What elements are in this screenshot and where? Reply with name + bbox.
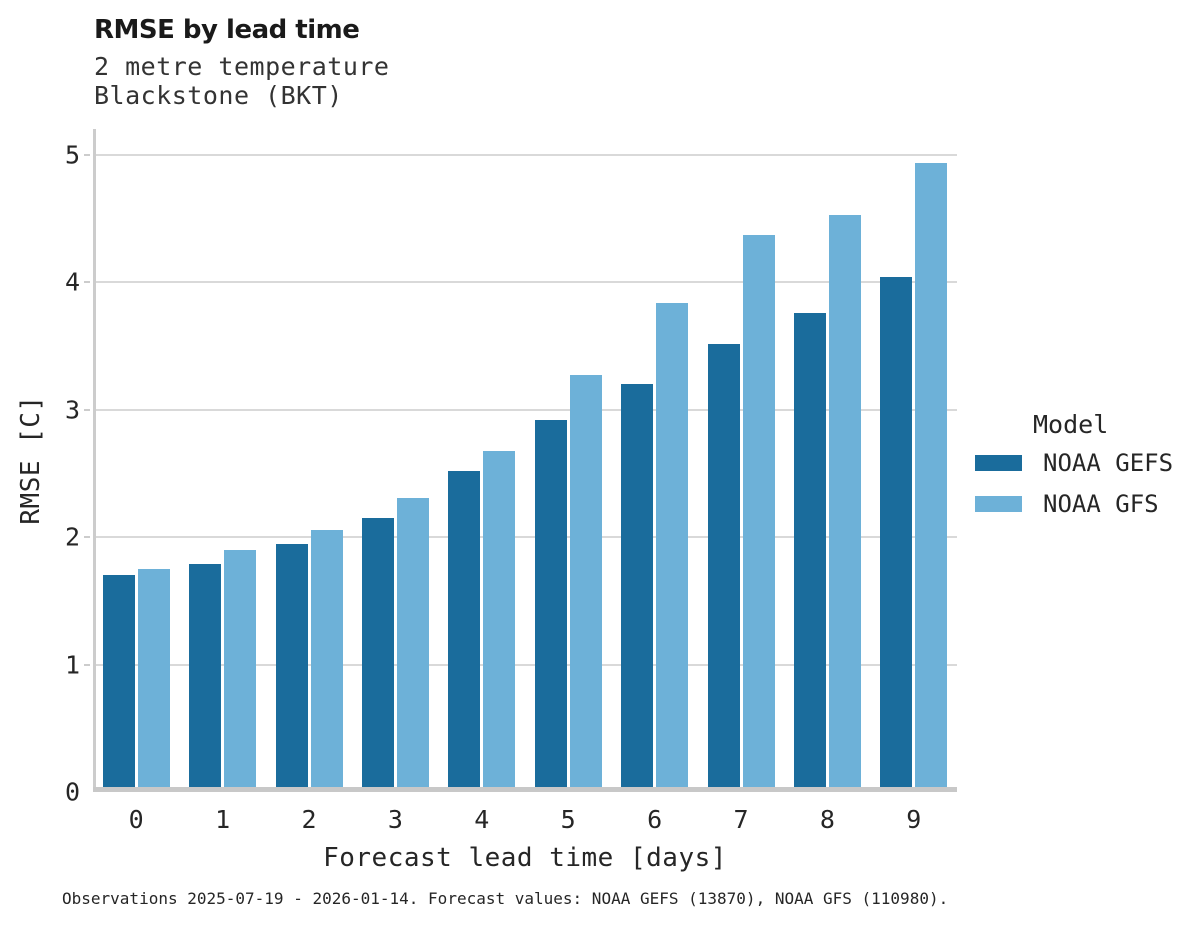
x-tick-label-8: 8: [819, 805, 835, 834]
bar-noaa-gfs-day4: [483, 450, 516, 787]
bar-noaa-gfs-day1: [224, 549, 257, 787]
y-tick-mark-5: [84, 154, 90, 156]
x-tick-label-6: 6: [647, 805, 663, 834]
legend: Model NOAA GEFS NOAA GFS: [975, 412, 1173, 533]
y-tick-mark-1: [84, 663, 90, 666]
plot-area: 0 1 2 3 4 5 0 1 2 3 4 5 6 7 8 9: [65, 129, 957, 832]
legend-entries: NOAA GEFS NOAA GFS: [975, 451, 1173, 516]
y-tick-mark-4: [84, 281, 90, 284]
bar-noaa-gefs-day9: [880, 277, 913, 787]
bar-noaa-gefs-day4: [448, 470, 481, 787]
y-tick-label-2: 2: [64, 522, 80, 552]
y-axis-spine: [93, 129, 96, 792]
legend-entry-noaa-gefs: NOAA GEFS: [975, 451, 1173, 475]
x-tick-label-5: 5: [560, 805, 576, 834]
legend-swatch-noaa-gfs: [975, 496, 1022, 512]
bar-noaa-gefs-day8: [793, 312, 826, 787]
bar-noaa-gfs-day9: [915, 162, 948, 787]
bar-noaa-gefs-day0: [102, 575, 135, 787]
chart-subtitle-station: Blackstone (BKT): [94, 81, 343, 110]
x-tick-label-3: 3: [387, 805, 403, 834]
bar-noaa-gefs-day2: [275, 543, 308, 787]
gridline-y5: [93, 154, 957, 156]
bar-noaa-gefs-day5: [534, 420, 567, 787]
x-tick-label-0: 0: [128, 805, 144, 834]
footer-caption: Observations 2025-07-19 - 2026-01-14. Fo…: [62, 889, 949, 908]
gridline-y1: [93, 663, 957, 666]
y-tick-label-4: 4: [64, 267, 80, 297]
bar-noaa-gfs-day5: [569, 375, 602, 787]
y-tick-label-3: 3: [64, 395, 80, 425]
x-tick-label-2: 2: [301, 805, 317, 834]
gridline-y2: [93, 536, 957, 539]
bar-noaa-gfs-day3: [396, 497, 429, 787]
bar-noaa-gefs-day1: [189, 563, 222, 787]
bar-noaa-gfs-day2: [310, 529, 343, 787]
y-tick-label-1: 1: [64, 650, 80, 680]
gridline-y4: [93, 281, 957, 284]
x-axis-title: Forecast lead time [days]: [323, 843, 727, 873]
y-tick-mark-2: [84, 536, 90, 539]
chart-subtitle-variable: 2 metre temperature: [94, 52, 390, 81]
gridline-y3: [93, 408, 957, 411]
x-tick-label-7: 7: [733, 805, 749, 834]
legend-title: Model: [1033, 410, 1109, 439]
y-axis-title: RMSE [C]: [16, 395, 46, 525]
x-tick-label-9: 9: [906, 805, 922, 834]
x-axis-baseline: [93, 787, 957, 792]
legend-swatch-noaa-gefs: [975, 455, 1022, 471]
y-tick-label-5: 5: [64, 140, 80, 170]
bar-noaa-gfs-day7: [742, 235, 775, 787]
bar-noaa-gfs-day0: [137, 569, 170, 787]
bar-noaa-gfs-day8: [828, 214, 861, 787]
y-tick-mark-3: [84, 408, 90, 411]
bar-noaa-gefs-day3: [361, 518, 394, 787]
bar-noaa-gfs-day6: [656, 302, 689, 787]
bar-noaa-gefs-day6: [621, 384, 654, 787]
legend-label-noaa-gefs: NOAA GEFS: [1043, 449, 1174, 477]
legend-label-noaa-gfs: NOAA GFS: [1043, 490, 1159, 518]
x-tick-label-1: 1: [215, 805, 231, 834]
chart-title: RMSE by lead time: [94, 15, 360, 45]
x-tick-label-4: 4: [474, 805, 490, 834]
bar-noaa-gefs-day7: [707, 343, 740, 787]
legend-entry-noaa-gfs: NOAA GFS: [975, 492, 1173, 516]
y-tick-label-0: 0: [64, 777, 80, 807]
